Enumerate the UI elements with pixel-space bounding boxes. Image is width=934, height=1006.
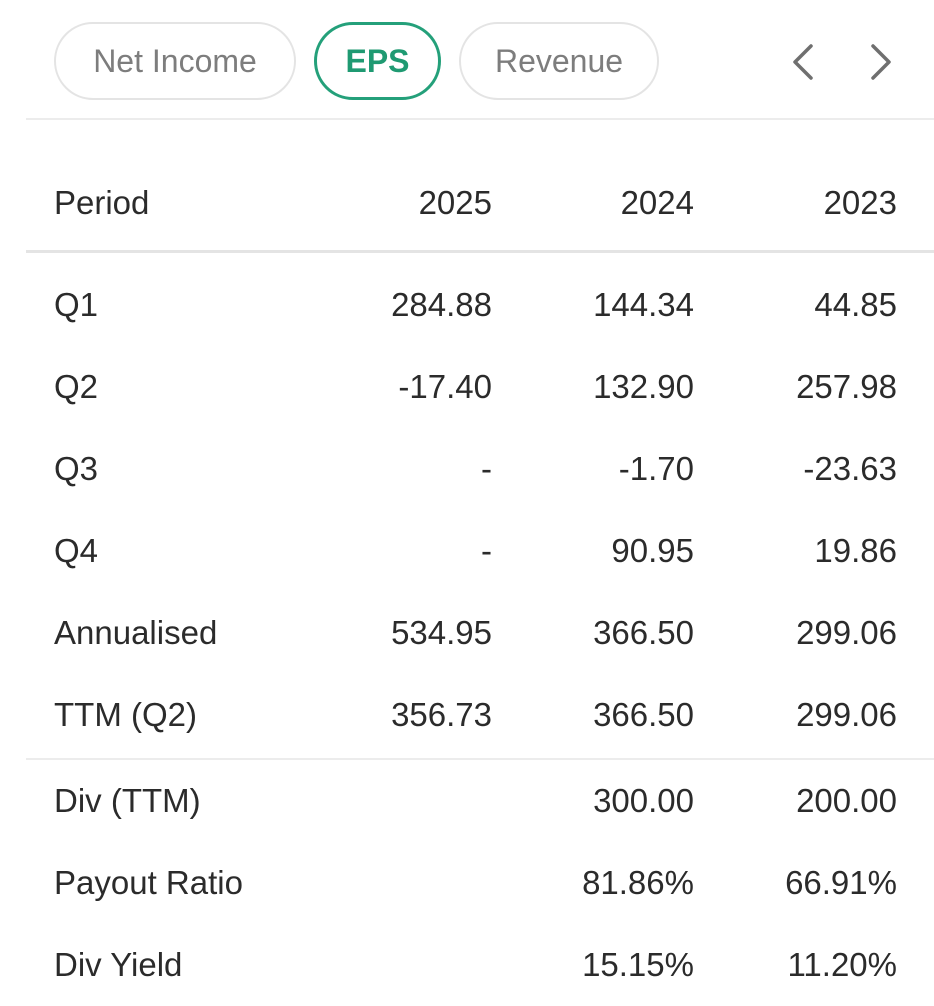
header-col-2024: 2024: [620, 184, 694, 221]
header-divider: [26, 250, 934, 253]
row-label: Q1: [54, 286, 99, 323]
tab-net-income[interactable]: Net Income: [54, 22, 296, 100]
row-value-2025: 356.73: [391, 696, 492, 733]
row-value-2024: 366.50: [593, 614, 694, 651]
chevron-left-icon: [793, 44, 813, 80]
table-row: Div (TTM) 300.00 200.00: [0, 760, 934, 842]
table-row: Q3 - -1.70 -23.63: [0, 428, 934, 510]
row-value-2024: 144.34: [593, 286, 694, 323]
row-label: Div (TTM): [54, 782, 201, 819]
prev-page-button[interactable]: [784, 40, 824, 84]
row-value-2024: 81.86%: [582, 864, 694, 901]
row-label: Q4: [54, 532, 99, 569]
row-value-2025: 534.95: [391, 614, 492, 651]
row-value-2024: 90.95: [611, 532, 694, 569]
row-label: Annualised: [54, 614, 218, 651]
next-page-button[interactable]: [860, 40, 900, 84]
row-value-2025: -17.40: [398, 368, 492, 405]
row-value-2023: 19.86: [814, 532, 897, 569]
table-row: Payout Ratio 81.86% 66.91%: [0, 842, 934, 924]
table-header-row: Period 2025 2024 2023: [0, 162, 934, 244]
table-row: TTM (Q2) 356.73 366.50 299.06: [0, 674, 934, 756]
row-label: Payout Ratio: [54, 864, 243, 901]
row-value-2024: 15.15%: [582, 946, 694, 983]
table-row: Q4 - 90.95 19.86: [0, 510, 934, 592]
row-value-2023: 200.00: [796, 782, 897, 819]
row-value-2024: 366.50: [593, 696, 694, 733]
row-value-2024: 300.00: [593, 782, 694, 819]
row-value-2023: 299.06: [796, 696, 897, 733]
tab-eps[interactable]: EPS: [314, 22, 441, 100]
dividend-section-divider: [26, 758, 934, 760]
row-value-2023: -23.63: [803, 450, 897, 487]
tab-bar-divider: [26, 118, 934, 120]
row-value-2025: -: [481, 532, 492, 569]
row-value-2025: 284.88: [391, 286, 492, 323]
row-label: Div Yield: [54, 946, 183, 983]
row-label: Q2: [54, 368, 99, 405]
row-label: Q3: [54, 450, 99, 487]
row-value-2023: 66.91%: [785, 864, 897, 901]
table-row: Div Yield 15.15% 11.20%: [0, 924, 934, 1006]
table-row: Q1 284.88 144.34 44.85: [0, 264, 934, 346]
row-label: TTM (Q2): [54, 696, 197, 733]
tab-revenue[interactable]: Revenue: [459, 22, 659, 100]
row-value-2023: 299.06: [796, 614, 897, 651]
metric-tab-bar: Net Income EPS Revenue: [0, 0, 934, 120]
row-value-2025: -: [481, 450, 492, 487]
row-value-2024: 132.90: [593, 368, 694, 405]
header-col-2025: 2025: [418, 184, 492, 221]
row-value-2024: -1.70: [618, 450, 694, 487]
row-value-2023: 257.98: [796, 368, 897, 405]
table-row: Q2 -17.40 132.90 257.98: [0, 346, 934, 428]
table-row: Annualised 534.95 366.50 299.06: [0, 592, 934, 674]
header-col-2023: 2023: [823, 184, 897, 221]
row-value-2023: 44.85: [814, 286, 897, 323]
header-period: Period: [54, 184, 150, 221]
row-value-2023: 11.20%: [787, 946, 897, 983]
chevron-right-icon: [871, 44, 891, 80]
